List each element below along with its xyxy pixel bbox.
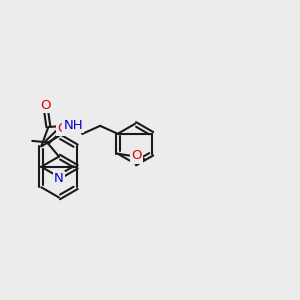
Text: N: N — [54, 172, 64, 185]
Text: O: O — [57, 122, 68, 135]
Text: O: O — [131, 149, 142, 163]
Text: O: O — [40, 99, 50, 112]
Text: NH: NH — [63, 119, 83, 132]
